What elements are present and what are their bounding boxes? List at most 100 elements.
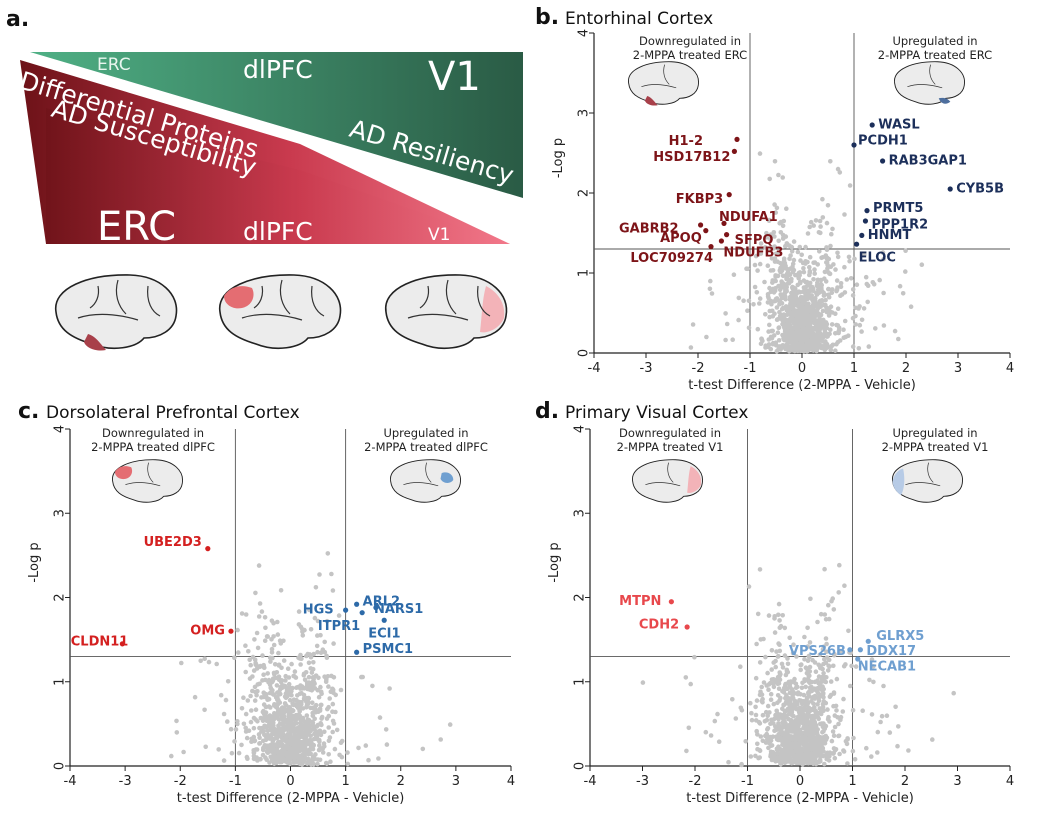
resiliency-label-erc: ERC bbox=[97, 55, 131, 75]
data-point bbox=[785, 318, 790, 323]
data-point bbox=[844, 741, 850, 747]
data-point bbox=[853, 305, 858, 311]
data-point bbox=[801, 269, 807, 275]
data-point bbox=[812, 719, 818, 725]
data-point bbox=[741, 298, 746, 304]
data-point bbox=[779, 282, 784, 287]
data-point bbox=[768, 237, 773, 242]
data-point bbox=[291, 673, 296, 679]
data-point bbox=[315, 618, 321, 624]
data-point bbox=[806, 756, 812, 762]
data-point bbox=[761, 680, 767, 685]
panel-b-up-label-2: 2-MPPA treated ERC bbox=[878, 48, 992, 62]
data-point bbox=[829, 231, 834, 237]
data-point bbox=[300, 724, 305, 729]
data-point bbox=[724, 321, 730, 327]
data-point bbox=[229, 750, 235, 756]
brain-dlpfc-small-up-icon bbox=[390, 459, 461, 503]
data-point bbox=[225, 679, 231, 684]
data-point bbox=[787, 681, 793, 686]
data-point bbox=[310, 675, 316, 680]
data-point bbox=[273, 742, 279, 747]
data-point bbox=[827, 331, 832, 337]
x-tick-label: 0 bbox=[796, 774, 804, 789]
data-point bbox=[807, 315, 813, 321]
data-point bbox=[824, 735, 830, 741]
data-point bbox=[253, 707, 259, 712]
data-point bbox=[803, 244, 808, 250]
data-point bbox=[759, 684, 764, 690]
data-point bbox=[768, 232, 774, 237]
data-point bbox=[818, 224, 823, 229]
data-point bbox=[776, 716, 781, 722]
data-point bbox=[835, 306, 841, 312]
data-point bbox=[312, 705, 318, 711]
data-point bbox=[822, 566, 827, 572]
data-point bbox=[376, 756, 381, 761]
brain-v1-small-up-icon bbox=[892, 459, 963, 503]
data-point bbox=[314, 724, 320, 729]
resiliency-wedge bbox=[30, 52, 523, 198]
x-tick-label: -1 bbox=[741, 774, 754, 789]
data-point bbox=[755, 611, 761, 617]
data-point bbox=[778, 292, 783, 297]
data-point bbox=[326, 713, 332, 719]
data-point bbox=[881, 256, 886, 262]
data-point bbox=[730, 697, 735, 702]
data-point bbox=[840, 709, 846, 714]
data-point bbox=[239, 611, 245, 616]
data-point bbox=[815, 702, 820, 707]
data-point bbox=[817, 652, 823, 658]
data-point bbox=[754, 290, 760, 295]
data-point bbox=[277, 638, 283, 643]
x-tick-label: 2 bbox=[902, 361, 910, 376]
x-tick-label: -3 bbox=[636, 774, 649, 789]
data-point bbox=[805, 322, 810, 328]
data-point bbox=[269, 714, 274, 719]
data-point bbox=[328, 759, 333, 764]
data-point bbox=[265, 634, 271, 639]
data-point bbox=[813, 669, 819, 674]
data-point bbox=[313, 585, 319, 590]
panel-d-down-label-2: 2-MPPA treated V1 bbox=[617, 440, 724, 454]
data-point bbox=[366, 757, 371, 763]
data-point bbox=[853, 322, 858, 327]
significant-point bbox=[698, 222, 704, 228]
data-point bbox=[795, 282, 801, 288]
brain-dlpfc-icon bbox=[219, 274, 342, 350]
data-point bbox=[823, 297, 828, 303]
data-point bbox=[292, 702, 298, 707]
data-point bbox=[803, 719, 809, 725]
x-tick-label: 4 bbox=[507, 774, 515, 789]
data-point bbox=[235, 719, 240, 724]
data-point bbox=[897, 283, 903, 289]
data-point bbox=[304, 713, 310, 718]
gene-label: HGS bbox=[303, 603, 334, 618]
data-point bbox=[802, 337, 807, 342]
data-point bbox=[763, 312, 768, 317]
data-point bbox=[825, 750, 830, 756]
panel-b-down-label-1: Downregulated in bbox=[639, 34, 741, 48]
data-point bbox=[221, 758, 227, 763]
data-point bbox=[790, 750, 795, 756]
data-point bbox=[287, 746, 293, 751]
data-point bbox=[797, 312, 802, 318]
data-point bbox=[244, 754, 250, 760]
gene-label: NARS1 bbox=[374, 602, 423, 617]
data-point bbox=[812, 271, 817, 276]
data-point bbox=[791, 722, 797, 728]
data-point bbox=[766, 745, 771, 751]
panel-b-down-label-2: 2-MPPA treated ERC bbox=[633, 48, 747, 62]
data-point bbox=[290, 751, 295, 757]
data-point bbox=[291, 697, 297, 702]
resiliency-label-dlpfc: dlPFC bbox=[243, 55, 313, 84]
data-point bbox=[811, 260, 816, 266]
data-point bbox=[791, 239, 797, 244]
data-point bbox=[767, 176, 772, 182]
data-point bbox=[271, 751, 276, 756]
data-point bbox=[820, 724, 826, 730]
data-point bbox=[275, 697, 280, 702]
data-point bbox=[870, 280, 876, 285]
data-point bbox=[268, 705, 273, 710]
significant-point bbox=[381, 617, 387, 623]
